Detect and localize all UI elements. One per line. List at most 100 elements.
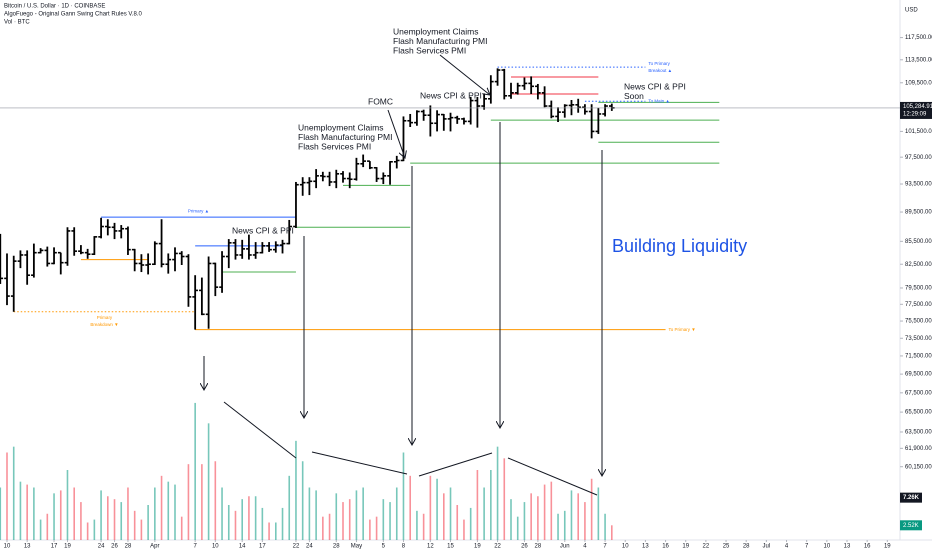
volume-bar [180, 516, 183, 540]
callout-text: Building Liquidity [612, 236, 747, 256]
indicator-title: AlgoFuego - Original Gann Swing Chart Ru… [4, 12, 143, 18]
volume-bar [490, 470, 492, 540]
x-tick-label: 19 [474, 544, 481, 550]
volume-bar [537, 496, 539, 540]
volume-bar [39, 519, 42, 540]
volume-bar [416, 510, 418, 540]
volume-bar [234, 510, 237, 540]
y-tick-label: 65,500.00 [905, 410, 932, 416]
volume-bar [107, 496, 109, 540]
volume-title: Vol · BTC [4, 20, 30, 26]
volume-bar [154, 487, 156, 540]
volume-bar [510, 499, 512, 540]
volume-bar [19, 481, 22, 540]
arrow [439, 54, 490, 95]
y-tick-label: 67,500.00 [905, 390, 932, 396]
volume-bar [261, 507, 264, 540]
volume-bar [133, 510, 136, 540]
x-tick-label: 17 [51, 544, 58, 550]
volume-bar [214, 461, 217, 540]
x-tick-label: 7 [603, 544, 607, 550]
volume-bar [275, 522, 277, 540]
volume-bar [577, 493, 579, 540]
volume-bar [80, 502, 82, 540]
volume-bar [140, 519, 143, 540]
volume-bar [194, 402, 196, 540]
x-tick-label: 13 [642, 544, 649, 550]
volume [0, 402, 613, 540]
y-tick-label: 69,500.00 [905, 372, 932, 378]
x-tick-label: Jul [763, 544, 771, 550]
volume-bar [301, 461, 304, 540]
volume-bar [160, 475, 163, 540]
volume-bar [530, 493, 532, 540]
volume-bar [422, 513, 425, 540]
x-tick-label: 19 [682, 544, 689, 550]
volume-bar [449, 487, 452, 540]
level-label: To Primary ▼ [669, 327, 696, 332]
volume-bar [483, 487, 485, 540]
volume-ma-box [900, 492, 922, 503]
y-tick-label: 93,500.00 [905, 182, 932, 188]
annotation-text: Flash Services PMI [298, 141, 371, 151]
volume-bar [6, 452, 8, 540]
volume-bar [328, 513, 331, 540]
volume-ma-label: 7.26K [903, 495, 920, 501]
x-tick-label: 4 [785, 544, 789, 550]
volume-bar [496, 446, 499, 540]
volume-bar [315, 490, 317, 540]
y-tick-label: 60,150.00 [905, 464, 932, 470]
y-tick-label: 85,500.00 [905, 239, 932, 245]
x-tick-label: Apr [150, 544, 159, 550]
x-tick-label: 10 [212, 544, 219, 550]
x-tick-label: 14 [239, 544, 246, 550]
y-tick-label: 82,500.00 [905, 262, 932, 268]
volume-bar [584, 502, 586, 540]
volume-bar [221, 487, 223, 540]
countdown: 12:29:09 [903, 112, 927, 118]
level-label: Primary ▲ [188, 208, 209, 213]
volume-bar [308, 487, 311, 540]
annotation-text: FOMC [368, 96, 393, 106]
x-tick-label: 8 [402, 544, 406, 550]
annotation-text: Unemployment Claims [298, 122, 384, 132]
x-tick-label: 17 [259, 544, 266, 550]
trend-line [311, 451, 408, 475]
volume-bar [557, 513, 559, 540]
y-tick-label: 77,500.00 [905, 302, 932, 308]
level-label: Primary [97, 315, 113, 320]
x-tick-label: 25 [723, 544, 730, 550]
trend-line [418, 452, 493, 477]
y-tick-label: 61,900.00 [905, 446, 932, 452]
annotation-text: News CPI & PPI [420, 90, 482, 100]
volume-bar [201, 464, 203, 540]
volume-bar [543, 484, 546, 540]
x-tick-label: 13 [24, 544, 31, 550]
volume-bar [402, 452, 405, 540]
x-tick-label: 13 [844, 544, 851, 550]
y-tick-label: 101,500.00 [905, 129, 932, 135]
volume-bar [348, 499, 351, 540]
volume-bar [73, 487, 75, 540]
volume-bar [362, 487, 364, 540]
volume-bar [46, 513, 49, 540]
y-tick-label: 63,500.00 [905, 430, 932, 436]
volume-bar [604, 513, 606, 540]
volume-bar [443, 493, 445, 540]
volume-bar [436, 478, 438, 540]
volume-bar [429, 475, 432, 540]
volume-bar [227, 505, 230, 540]
volume-bar [335, 493, 338, 540]
volume-bar [322, 516, 324, 540]
x-tick-label: 28 [125, 544, 132, 550]
x-tick-label: 10 [622, 544, 629, 550]
volume-bar [590, 478, 593, 540]
x-tick-label: 22 [293, 544, 300, 550]
y-tick-label: 75,500.00 [905, 319, 932, 325]
volume-bar [382, 499, 385, 540]
volume-bar [375, 516, 378, 540]
volume-bar [26, 484, 28, 540]
x-tick-label: 28 [535, 544, 542, 550]
volume-bar [187, 464, 190, 540]
